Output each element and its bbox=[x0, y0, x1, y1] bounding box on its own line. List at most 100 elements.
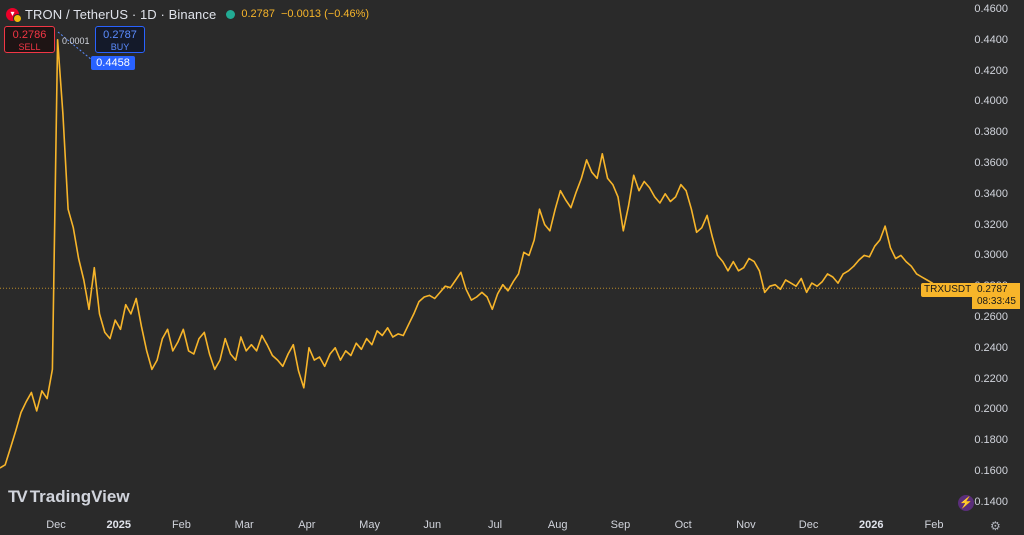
price-tick-label: 0.1800 bbox=[974, 434, 1008, 447]
price-point bbox=[821, 281, 823, 283]
high-marker-connector bbox=[57, 31, 93, 61]
price-tick-label: 0.2000 bbox=[974, 403, 1008, 416]
price-point bbox=[381, 334, 383, 337]
price-point bbox=[350, 354, 352, 357]
sell-button[interactable]: 0.2786 SELL bbox=[4, 26, 55, 53]
price-tick-label: 0.1400 bbox=[974, 495, 1008, 508]
price-point bbox=[214, 368, 216, 370]
price-point bbox=[895, 257, 897, 260]
price-point bbox=[245, 350, 247, 352]
price-point bbox=[303, 387, 305, 389]
price-point bbox=[423, 296, 425, 298]
price-point bbox=[271, 354, 273, 357]
price-point bbox=[46, 398, 48, 400]
price-point bbox=[921, 276, 923, 278]
tradingview-logo[interactable]: TV TradingView bbox=[8, 487, 130, 507]
price-point bbox=[15, 430, 17, 432]
time-tick-label: Feb bbox=[924, 519, 944, 531]
price-point bbox=[675, 196, 677, 198]
chart-header: ▾ TRON / TetherUS · 1D · Binance 0.2787 … bbox=[6, 5, 369, 23]
price-point bbox=[9, 447, 12, 449]
tron-logo-icon: ▾ bbox=[6, 7, 22, 23]
buy-button[interactable]: 0.2787 BUY bbox=[95, 26, 145, 53]
price-point bbox=[256, 350, 258, 352]
price-point bbox=[130, 313, 132, 315]
price-point bbox=[318, 356, 321, 358]
price-tick-label: 0.4200 bbox=[974, 64, 1008, 77]
price-point bbox=[517, 273, 520, 275]
gear-icon[interactable]: ⚙ bbox=[990, 519, 1001, 533]
price-point bbox=[669, 200, 672, 203]
price-point bbox=[203, 331, 205, 333]
price-point bbox=[67, 208, 69, 210]
price-point bbox=[790, 282, 792, 284]
price-point bbox=[795, 285, 797, 287]
time-tick-label: Sep bbox=[610, 519, 631, 531]
price-point bbox=[72, 227, 74, 229]
price-point bbox=[135, 297, 137, 300]
price-point bbox=[282, 365, 284, 367]
price-point bbox=[407, 324, 410, 326]
price-point bbox=[449, 287, 451, 289]
price-point bbox=[476, 296, 478, 298]
price-point bbox=[329, 353, 331, 355]
price-point bbox=[523, 251, 525, 253]
price-point bbox=[853, 265, 855, 267]
price-point bbox=[308, 347, 310, 349]
time-tick-label: Aug bbox=[547, 519, 568, 531]
time-tick-label: Dec bbox=[798, 519, 819, 531]
price-point bbox=[20, 411, 22, 414]
price-point bbox=[591, 171, 593, 173]
price-point bbox=[250, 344, 252, 346]
price-point bbox=[444, 285, 446, 287]
price-tick-label: 0.4600 bbox=[974, 3, 1008, 15]
price-point bbox=[156, 359, 158, 361]
price-point bbox=[737, 270, 740, 272]
price-point bbox=[62, 113, 64, 115]
price-point bbox=[916, 273, 918, 275]
price-point bbox=[696, 231, 698, 233]
price-point bbox=[910, 265, 912, 267]
price-point bbox=[638, 190, 640, 192]
price-point bbox=[565, 199, 567, 201]
price-point bbox=[57, 39, 59, 41]
price-point bbox=[884, 225, 886, 227]
price-point bbox=[25, 401, 27, 403]
price-point bbox=[151, 368, 153, 370]
price-point bbox=[371, 344, 373, 346]
symbol-title[interactable]: TRON / TetherUS · 1D · Binance bbox=[25, 6, 217, 22]
price-point bbox=[397, 333, 399, 335]
tradingview-icon: TV bbox=[8, 487, 28, 506]
time-tick-label: May bbox=[359, 519, 380, 531]
price-point bbox=[439, 291, 441, 293]
price-point bbox=[779, 288, 782, 290]
price-point bbox=[392, 336, 394, 338]
price-point bbox=[863, 254, 865, 256]
price-point bbox=[785, 279, 787, 281]
price-point bbox=[140, 325, 142, 327]
price-point bbox=[753, 261, 755, 263]
price-point bbox=[858, 259, 860, 261]
price-point bbox=[460, 271, 462, 273]
bolt-icon[interactable]: ⚡ bbox=[958, 495, 974, 511]
price-point bbox=[533, 239, 535, 241]
price-point bbox=[277, 359, 279, 361]
price-point bbox=[455, 279, 457, 281]
price-point bbox=[575, 191, 577, 193]
price-point bbox=[402, 334, 404, 337]
buy-price: 0.2787 bbox=[103, 29, 137, 41]
price-series-line bbox=[0, 38, 949, 469]
price-point bbox=[292, 344, 294, 346]
price-point bbox=[685, 190, 687, 192]
price-point bbox=[732, 261, 734, 263]
time-tick-label: Mar bbox=[234, 519, 254, 531]
price-point bbox=[874, 245, 876, 247]
price-point bbox=[905, 261, 907, 263]
price-point bbox=[847, 270, 850, 272]
price-tick-label: 0.3000 bbox=[974, 249, 1008, 262]
spread-value: 0.0001 bbox=[62, 36, 90, 46]
price-point bbox=[339, 359, 341, 361]
price-point bbox=[538, 208, 541, 210]
price-point bbox=[93, 267, 95, 269]
